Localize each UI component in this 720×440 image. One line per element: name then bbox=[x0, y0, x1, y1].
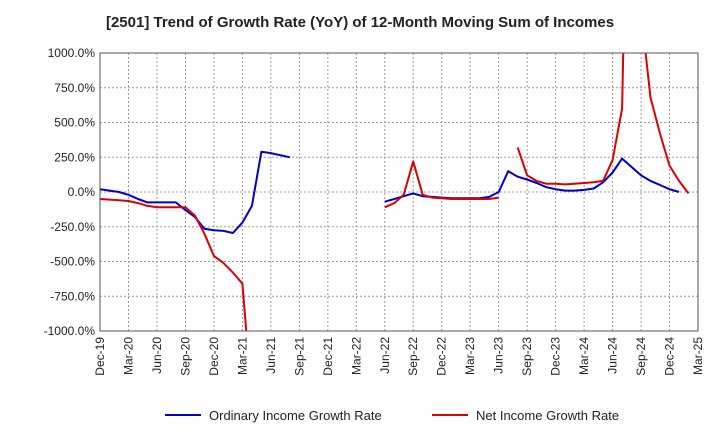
x-tick-label: Mar-24 bbox=[577, 337, 591, 375]
x-tick-label: Jun-23 bbox=[492, 337, 506, 374]
x-tick-label: Jun-24 bbox=[606, 337, 620, 374]
x-tick-label: Mar-25 bbox=[691, 337, 705, 375]
y-tick-label: 250.0% bbox=[54, 150, 95, 164]
legend-label-1: Ordinary Income Growth Rate bbox=[209, 408, 382, 423]
x-tick-label: Jun-20 bbox=[150, 337, 164, 374]
y-tick-label: -500.0% bbox=[50, 255, 95, 269]
y-tick-label: -250.0% bbox=[50, 220, 95, 234]
series-line-1 bbox=[384, 157, 680, 203]
x-tick-label: Mar-21 bbox=[235, 337, 249, 375]
x-tick-label: Dec-19 bbox=[93, 337, 107, 376]
plot-frame bbox=[99, 52, 699, 332]
x-tick-label: Jun-22 bbox=[378, 337, 392, 374]
chart-title: [2501] Trend of Growth Rate (YoY) of 12-… bbox=[105, 14, 615, 31]
x-tick-label: Dec-23 bbox=[549, 337, 563, 376]
y-tick-label: 1000.0% bbox=[48, 46, 96, 60]
x-tick-label: Mar-20 bbox=[121, 337, 135, 375]
y-tick-label: -1000.0% bbox=[44, 324, 96, 338]
y-tick-label: 0.0% bbox=[68, 185, 96, 199]
series-line-2 bbox=[516, 53, 690, 195]
x-tick-label: Dec-21 bbox=[321, 337, 335, 376]
series-line-2 bbox=[100, 198, 248, 331]
x-tick-label: Mar-23 bbox=[463, 337, 477, 375]
x-tick-label: Jun-21 bbox=[264, 337, 278, 374]
x-tick-label: Dec-24 bbox=[663, 337, 677, 376]
series-line-2 bbox=[384, 160, 499, 209]
x-tick-label: Dec-20 bbox=[207, 337, 221, 376]
x-tick-label: Dec-22 bbox=[435, 337, 449, 376]
x-tick-label: Sep-22 bbox=[406, 337, 420, 376]
x-tick-label: Sep-24 bbox=[634, 337, 648, 376]
y-tick-label: 750.0% bbox=[54, 81, 95, 95]
x-tick-label: Sep-21 bbox=[292, 337, 306, 376]
y-tick-label: -750.0% bbox=[50, 289, 95, 303]
legend-label-2: Net Income Growth Rate bbox=[476, 408, 619, 423]
x-tick-label: Sep-20 bbox=[178, 337, 192, 376]
x-tick-label: Mar-22 bbox=[349, 337, 363, 375]
x-tick-label: Sep-23 bbox=[520, 337, 534, 376]
y-tick-label: 500.0% bbox=[54, 116, 95, 130]
